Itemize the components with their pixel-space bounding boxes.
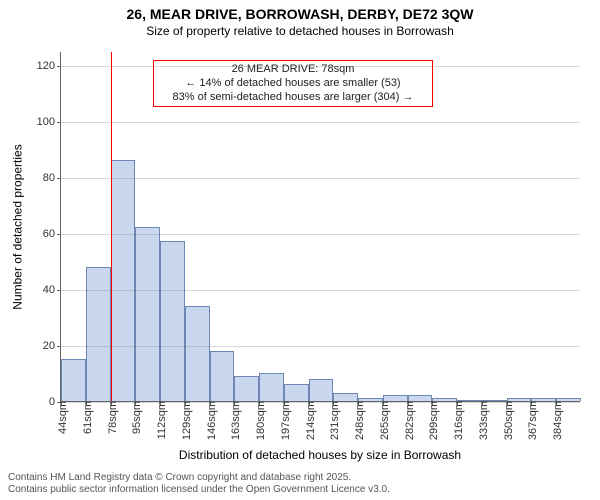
x-axis-label: Distribution of detached houses by size … — [60, 448, 580, 462]
x-tick-label: 146sqm — [202, 401, 218, 440]
histogram-chart: 26, MEAR DRIVE, BORROWASH, DERBY, DE72 3… — [0, 0, 600, 460]
x-tick-label: 282sqm — [400, 401, 416, 440]
histogram-bar — [259, 373, 284, 401]
histogram-bar — [111, 160, 136, 401]
x-tick-label: 231sqm — [325, 401, 341, 440]
x-tick-label: 265sqm — [375, 401, 391, 440]
grid-line — [61, 234, 580, 235]
annotation-line: 83% of semi-detached houses are larger (… — [160, 91, 426, 105]
y-tick-label: 60 — [43, 228, 61, 240]
chart-title-block: 26, MEAR DRIVE, BORROWASH, DERBY, DE72 3… — [0, 6, 600, 38]
x-tick-label: 129sqm — [177, 401, 193, 440]
x-tick-label: 112sqm — [152, 401, 168, 439]
x-tick-label: 61sqm — [78, 401, 94, 434]
x-tick-label: 316sqm — [449, 401, 465, 440]
grid-line — [61, 178, 580, 179]
histogram-bar — [135, 227, 160, 401]
histogram-bar — [86, 267, 111, 401]
plot-area: 26 MEAR DRIVE: 78sqm← 14% of detached ho… — [60, 52, 580, 402]
grid-line — [61, 66, 580, 67]
x-tick-label: 180sqm — [251, 401, 267, 440]
y-axis-label: Number of detached properties — [10, 52, 26, 402]
x-tick-label: 248sqm — [350, 401, 366, 440]
x-tick-label: 44sqm — [53, 401, 69, 434]
x-tick-label: 78sqm — [103, 401, 119, 434]
x-tick-label: 350sqm — [499, 401, 515, 440]
chart-subtitle: Size of property relative to detached ho… — [0, 24, 600, 38]
histogram-bar — [234, 376, 259, 401]
histogram-bar — [185, 306, 210, 401]
histogram-bar — [210, 351, 235, 401]
y-tick-label: 100 — [37, 116, 61, 128]
x-tick-label: 299sqm — [424, 401, 440, 440]
grid-line — [61, 346, 580, 347]
y-tick-label: 120 — [37, 60, 61, 72]
x-tick-label: 214sqm — [301, 401, 317, 440]
x-tick-label: 384sqm — [548, 401, 564, 440]
annotation-box: 26 MEAR DRIVE: 78sqm← 14% of detached ho… — [153, 60, 433, 107]
histogram-bar — [284, 384, 309, 401]
grid-line — [61, 290, 580, 291]
footnote-line1: Contains HM Land Registry data © Crown c… — [8, 472, 390, 484]
x-tick-label: 197sqm — [276, 401, 292, 440]
x-tick-label: 95sqm — [127, 401, 143, 434]
y-tick-label: 40 — [43, 284, 61, 296]
grid-line — [61, 122, 580, 123]
histogram-bar — [309, 379, 334, 401]
x-tick-label: 163sqm — [226, 401, 242, 440]
histogram-bar — [333, 393, 358, 401]
y-tick-label: 80 — [43, 172, 61, 184]
histogram-bar — [61, 359, 86, 401]
chart-title: 26, MEAR DRIVE, BORROWASH, DERBY, DE72 3… — [0, 6, 600, 22]
x-tick-label: 367sqm — [523, 401, 539, 440]
property-marker-line — [111, 52, 112, 401]
histogram-bar — [160, 241, 185, 401]
annotation-line: ← 14% of detached houses are smaller (53… — [160, 77, 426, 91]
footnote-line2: Contains public sector information licen… — [8, 484, 390, 496]
x-tick-label: 333sqm — [474, 401, 490, 440]
footnote: Contains HM Land Registry data © Crown c… — [8, 472, 390, 496]
y-tick-label: 20 — [43, 340, 61, 352]
